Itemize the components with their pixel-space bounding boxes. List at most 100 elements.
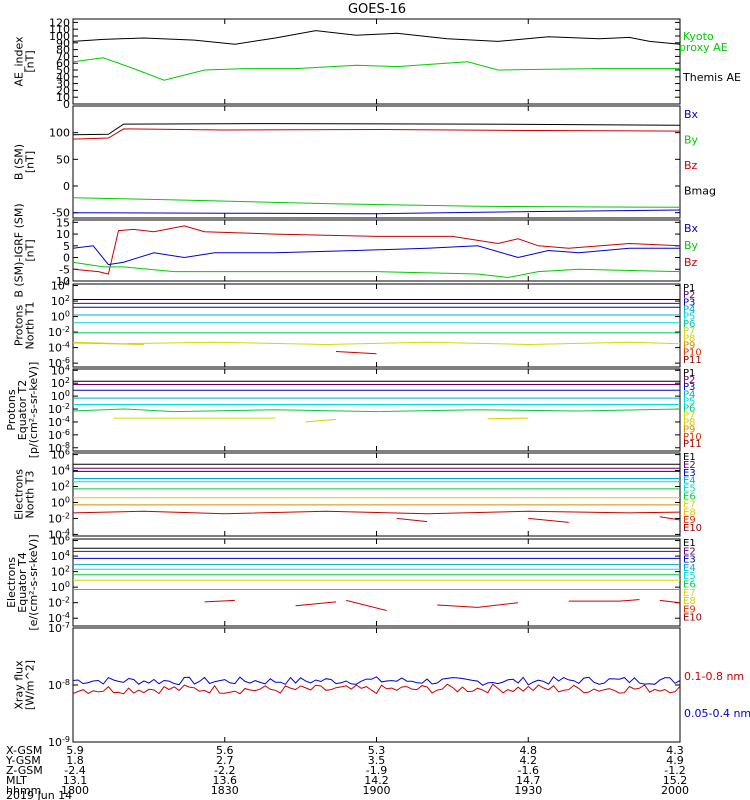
ephemeris-value: 13.6 [213,774,238,787]
series-line-bz [72,225,681,275]
y-tick-label: 50 [56,153,70,166]
panel-frame [72,283,681,368]
ephemeris-value: 1.8 [66,754,84,767]
y-axis-label: [nT] [24,239,37,261]
legend-entry: P1 [683,368,695,379]
series-line-p6 [72,408,681,413]
series-line-p10 [335,351,377,355]
ephemeris-value: 15.2 [663,774,688,787]
panel-frame [72,18,681,105]
series-line-e10c [659,516,681,521]
y-tick-label: 100 [49,127,70,140]
ephemeris-value: -2.4 [64,764,85,777]
legend-entry: P9 [683,425,695,436]
legend-entry: Bx [684,108,699,121]
ephemeris-value: 5.3 [368,744,386,757]
legend-entry: Bz [684,159,698,172]
legend-entry: 0.05-0.4 nm [684,707,750,720]
y-tick-label: 100 [49,30,70,43]
y-axis-label: Equator T4 [16,552,29,612]
ephemeris-value: 2.7 [216,754,234,767]
legend-entry: Kyoto [683,30,714,43]
y-tick-label: -50 [52,207,70,220]
legend-entry: E10 [683,523,702,534]
legend-entry: Bz [684,256,698,269]
panel-frame [72,627,681,743]
ephemeris-value: 1930 [514,784,542,797]
legend-entry: E7 [683,499,696,510]
y-axis-label: [p/(cm²-s-sr-keV)] [27,362,40,459]
y-tick-label: 5 [63,240,70,253]
legend-entry: P3 [683,382,695,393]
y-tick-label: 120 [49,16,70,29]
legend-entry: E6 [683,580,696,591]
legend-entry: E4 [683,563,696,574]
series-line-p8 [305,418,337,423]
y-tick-label: 0 [63,180,70,193]
legend-entry: E2 [683,460,696,471]
y-tick-label: 15 [56,216,70,229]
y-tick-label: 10-2 [48,511,70,525]
y-tick-label: 104 [51,279,70,293]
legend-entry: By [684,239,699,252]
legend-entry: P4 [683,305,695,316]
legend-entry: E8 [683,596,696,607]
series-line-e9c [346,599,387,611]
legend-entry: P6 [683,319,695,330]
y-axis-label: B (SM) [13,144,26,180]
series-line-p9 [487,417,529,420]
y-tick-label: 106 [51,448,70,462]
y-axis-label: Electrons [13,469,26,520]
series-line-bx [72,245,680,266]
y-tick-label: 10 [56,228,70,241]
legend-entry: Bmag [684,185,716,198]
legend-entry: 0.1-0.8 nm [684,670,744,683]
ephemeris-row-label: hhmm [6,784,41,797]
ephemeris-value: 14.7 [516,774,541,787]
y-tick-label: 102 [51,376,70,390]
legend-entry: E1 [683,538,696,549]
legend-entry: P2 [683,290,695,301]
y-tick-label: 104 [51,464,70,478]
legend-entry: E2 [683,546,696,557]
legend-entry: proxy AE [679,41,728,54]
panel-5: 10-810-610-410-2100102104ProtonsEquator … [5,362,702,459]
series-line-e9a [204,599,235,603]
legend-entry: E4 [683,476,696,487]
ephemeris-value: 2000 [661,784,689,797]
legend-entry: P9 [683,340,695,351]
ephemeris-value: 14.2 [364,774,389,787]
ephemeris-value: 4.8 [520,744,538,757]
legend-entry: P11 [683,439,702,450]
legend-entry: P7 [683,326,695,337]
series-line-e10b [528,517,569,523]
y-axis-label: [nT] [24,151,37,173]
ephemeris-value: 5.9 [66,744,84,757]
y-tick-label: 110 [49,23,70,36]
y-tick-label: 102 [51,565,70,579]
y-tick-label: 102 [51,480,70,494]
legend-entry: P4 [683,389,695,400]
y-tick-label: 20 [56,84,70,97]
y-tick-label: 104 [51,363,70,377]
y-tick-label: -5 [59,263,70,276]
y-tick-label: 30 [56,78,70,91]
y-tick-label: -10 [52,275,70,288]
series-line-e9d [437,602,519,608]
y-tick-label: 60 [56,57,70,70]
ephemeris-value: 1900 [363,784,391,797]
panel-stack: 0102030405060708090100110120AE_index[nT]… [5,16,750,749]
series-line-0-05-0-4-nm [72,676,681,686]
legend-entry: E8 [683,507,696,518]
ephemeris-value: -1.6 [518,764,539,777]
legend-entry: P7 [683,411,695,422]
y-axis-label: North T1 [24,302,37,350]
y-axis-label: [e/(cm²-s-sr-keV)] [27,534,40,630]
